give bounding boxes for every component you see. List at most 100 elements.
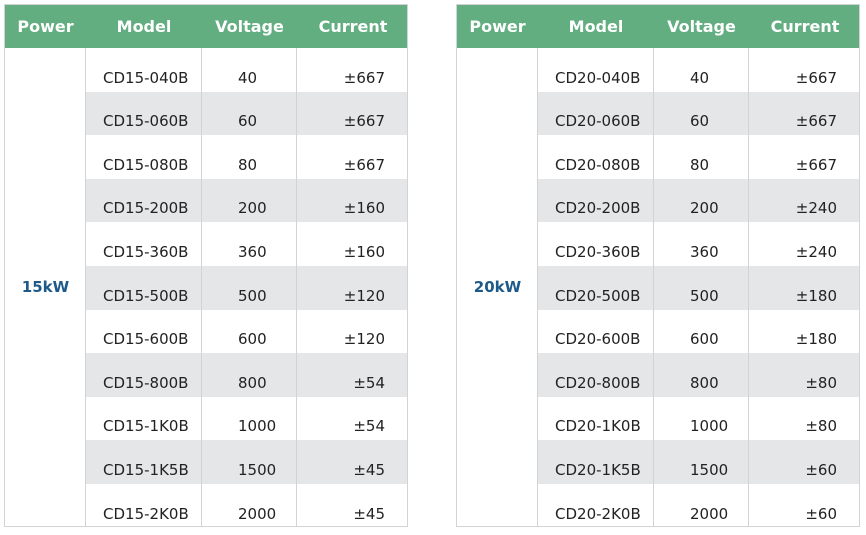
table-row: CD15-600B 600 ±120 (86, 310, 407, 354)
table-row: CD15-500B 500 ±120 (86, 266, 407, 310)
table-cell: 40 (238, 68, 258, 87)
column-divider (653, 48, 654, 526)
table-cell: 2000 (238, 504, 277, 523)
table-row: CD20-1K5B 1500 ±60 (538, 440, 859, 484)
column-divider (748, 48, 749, 526)
table-cell: CD15-500B (103, 286, 189, 305)
header-cell: Current (770, 17, 840, 36)
table-cell: ±667 (343, 155, 385, 174)
table-cell: CD15-1K5B (103, 460, 189, 479)
table-cell: CD20-600B (555, 330, 641, 349)
table-cell: ±667 (795, 68, 837, 87)
table-row: CD20-1K0B 1000 ±80 (538, 397, 859, 441)
column-divider (537, 48, 538, 526)
table-cell: ±667 (795, 112, 837, 131)
table-row: CD20-080B 80 ±667 (538, 135, 859, 179)
table-cell: 1000 (238, 417, 277, 436)
table-cell: 200 (238, 199, 267, 218)
table-cell: CD20-080B (555, 155, 641, 174)
table-cell: CD20-1K5B (555, 460, 641, 479)
table-cell: ±80 (805, 417, 837, 436)
table-cell: 800 (238, 373, 267, 392)
power-cell: 15kW (21, 278, 70, 296)
table-row: CD15-080B 80 ±667 (86, 135, 407, 179)
table-cell: ±60 (805, 504, 837, 523)
table-cell: 2000 (690, 504, 729, 523)
table-cell: ±180 (795, 330, 837, 349)
table-row: CD20-200B 200 ±240 (538, 178, 859, 223)
table-cell: CD20-360B (555, 242, 641, 261)
table-cell: ±60 (805, 460, 837, 479)
table-row: CD15-800B 800 ±54 (86, 353, 407, 397)
table-row: CD15-200B 200 ±160 (86, 178, 407, 223)
table-cell: CD20-040B (555, 68, 641, 87)
table-cell: 600 (690, 330, 719, 349)
table-cell: CD20-060B (555, 112, 641, 131)
table-cell: CD15-060B (103, 112, 189, 131)
table-cell: 1500 (238, 460, 277, 479)
table-cell: ±240 (795, 199, 837, 218)
table-cell: CD20-200B (555, 199, 641, 218)
table-cell: ±667 (795, 155, 837, 174)
column-divider (201, 48, 202, 526)
table-cell: 800 (690, 373, 719, 392)
column-divider (85, 48, 86, 526)
table-cell: ±160 (343, 199, 385, 218)
table-cell: ±45 (353, 504, 385, 523)
power-cell: 20kW (473, 278, 522, 296)
table-cell: CD15-800B (103, 373, 189, 392)
table-row: CD15-360B 360 ±160 (86, 222, 407, 266)
table-cell: 600 (238, 330, 267, 349)
table-cell: 80 (238, 155, 258, 174)
header-cell: Model (568, 17, 624, 36)
table-row: CD15-040B 40 ±667 (86, 48, 407, 92)
table-cell: CD15-040B (103, 68, 189, 87)
table-row: CD20-2K0B 2000 ±60 (538, 484, 859, 528)
table-cell: 360 (238, 242, 267, 261)
table-cell: 500 (690, 286, 719, 305)
table-cell: ±54 (353, 417, 385, 436)
table: Power Model Voltage Current CD15-040B 40 ±667 C… (4, 4, 408, 527)
table-row: CD15-1K5B 1500 ±45 (86, 440, 407, 484)
table-row: CD20-500B 500 ±180 (538, 266, 859, 310)
table-cell: 360 (690, 242, 719, 261)
table-cell: ±54 (353, 373, 385, 392)
table-cell: 1000 (690, 417, 729, 436)
table-cell: ±45 (353, 460, 385, 479)
table-cell: 60 (690, 112, 710, 131)
table-row: CD20-600B 600 ±180 (538, 310, 859, 354)
table-cell: CD15-1K0B (103, 417, 189, 436)
table-cell: CD15-200B (103, 199, 189, 218)
column-divider (296, 48, 297, 526)
header-cell: Power (17, 17, 74, 36)
table-row: CD15-1K0B 1000 ±54 (86, 397, 407, 441)
table-cell: CD20-800B (555, 373, 641, 392)
table-row: CD15-2K0B 2000 ±45 (86, 484, 407, 528)
header-cell: Model (116, 17, 172, 36)
table-cell: CD20-1K0B (555, 417, 641, 436)
header-cell: Current (318, 17, 388, 36)
table-row: CD20-360B 360 ±240 (538, 222, 859, 266)
table-cell: ±160 (343, 242, 385, 261)
table-cell: ±667 (343, 68, 385, 87)
table-header: Power Model Voltage Current (5, 5, 407, 48)
table-row: CD15-060B 60 ±667 (86, 91, 407, 136)
table-cell: 80 (690, 155, 710, 174)
table-cell: CD20-500B (555, 286, 641, 305)
table-cell: 200 (690, 199, 719, 218)
table-cell: CD20-2K0B (555, 504, 641, 523)
header-cell: Voltage (667, 17, 736, 36)
table-row: CD20-060B 60 ±667 (538, 91, 859, 136)
table-cell: 60 (238, 112, 258, 131)
table-cell: 500 (238, 286, 267, 305)
table-cell: CD15-600B (103, 330, 189, 349)
table-cell: ±667 (343, 112, 385, 131)
header-cell: Voltage (215, 17, 284, 36)
table-cell: ±120 (343, 330, 385, 349)
table-cell: CD15-080B (103, 155, 189, 174)
table-header: Power Model Voltage Current (457, 5, 859, 48)
header-cell: Power (469, 17, 526, 36)
table-row: CD20-800B 800 ±80 (538, 353, 859, 397)
table-cell: ±180 (795, 286, 837, 305)
